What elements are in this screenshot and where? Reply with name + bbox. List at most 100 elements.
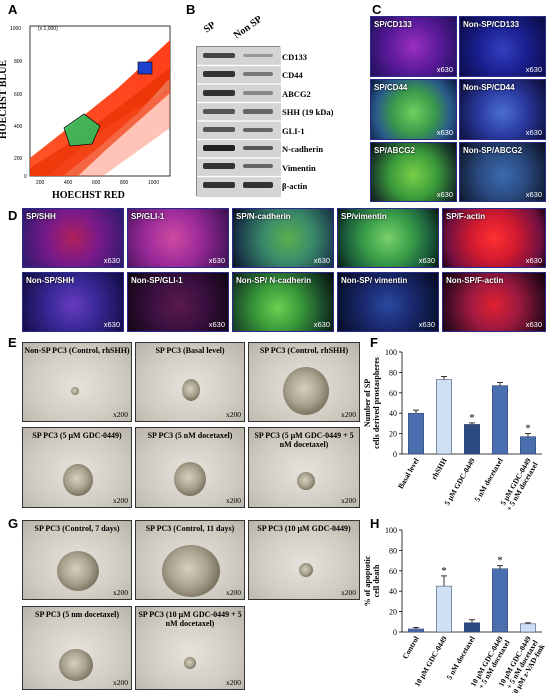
chart-h-bar: [436, 585, 452, 633]
bf-image-g-control7: SP PC3 (Control, 7 days) x200: [22, 520, 132, 600]
if-image-nonsp-abcg2: Non-SP/ABCG2 x630: [459, 142, 546, 202]
chart-h-significance-mark: *: [497, 555, 503, 567]
flow-x-axis-label: HOECHST RED: [52, 190, 125, 201]
magnification-label: x630: [418, 256, 435, 265]
bar-chart-h: 0 20 40 60 80 100 % of apoptoticcell death Cont…: [363, 526, 547, 693]
panel-label-a: A: [8, 2, 18, 17]
chart-h-y-axis-label: % of apoptoticcell death: [363, 555, 381, 606]
if-image-sp-ncadherin: SP/N-cadherin x630: [232, 208, 334, 268]
bf-image-g-combination: SP PC3 (10 μM GDC-0449 + 5 nM docetaxel)…: [135, 606, 245, 690]
image-label: SP PC3 (Control, 7 days): [34, 524, 120, 533]
chart-f-y-tick-label: 40: [389, 409, 397, 418]
image-label: SP/GLI-1: [131, 212, 165, 221]
magnification-label: x630: [436, 128, 453, 137]
chart-h-y-tick-label: 60: [389, 567, 397, 576]
bf-image-sp-gdc: SP PC3 (5 μM GDC-0449) x200: [22, 427, 132, 508]
if-image-sp-abcg2: SP/ABCG2 x630: [370, 142, 457, 202]
image-label: Non-SP/F-actin: [446, 276, 504, 285]
magnification-label: x200: [113, 410, 128, 419]
bf-image-sp-docetaxel: SP PC3 (5 nM docetaxel) x200: [135, 427, 245, 508]
blot-column-sp: SP: [201, 19, 218, 36]
bf-image-sp-control: SP PC3 (Control, rhSHH) x200: [248, 342, 360, 422]
magnification-label: x630: [436, 190, 453, 199]
blot-protein-label: CD44: [282, 70, 303, 80]
magnification-label: x200: [226, 496, 241, 505]
panel-e-grid: Non-SP PC3 (Control, rhSHH) x200 SP PC3 …: [22, 342, 360, 508]
chart-h-y-tick-label: 40: [389, 587, 397, 596]
blot-protein-label: CD133: [282, 52, 308, 62]
if-image-sp-factin: SP/F-actin x630: [442, 208, 546, 268]
panel-c-grid: SP/CD133 x630 Non-SP/CD133 x630 SP/CD44 …: [370, 16, 546, 202]
chart-h-y-tick-label: 20: [389, 608, 397, 617]
chart-f-y-tick-label: 100: [385, 348, 397, 357]
panel-label-g: G: [8, 516, 19, 531]
blot-protein-label: ABCG2: [282, 89, 311, 99]
blot-image: [196, 46, 281, 197]
svg-text:400: 400: [64, 180, 73, 186]
chart-h-bar: [520, 623, 536, 633]
if-image-nonsp-factin: Non-SP/F-actin x630: [442, 272, 546, 332]
chart-f-significance-mark: *: [525, 423, 531, 435]
magnification-label: x200: [113, 496, 128, 505]
bar-chart-f: 0 20 40 60 80 100 Number of SPcells derived pr…: [363, 348, 542, 513]
magnification-label: x200: [341, 496, 356, 505]
image-label: SP PC3 (Basal level): [155, 346, 225, 355]
magnification-label: x630: [525, 190, 542, 199]
flow-cytometry-plot: 1000 800 600 400 200 0 200 400 600 800 1000 (x 1,…: [0, 18, 180, 208]
svg-text:600: 600: [92, 180, 101, 186]
magnification-label: x200: [113, 678, 128, 687]
magnification-label: x630: [525, 128, 542, 137]
blot-bands-svg: [197, 47, 281, 197]
image-label: Non-SP/CD133: [463, 20, 520, 29]
chart-f-significance-mark: *: [469, 412, 475, 424]
if-image-sp-cd44: SP/CD44 x630: [370, 79, 457, 140]
if-image-sp-gli1: SP/GLI-1 x630: [127, 208, 229, 268]
magnification-label: x200: [226, 410, 241, 419]
chart-f-y-tick-label: 20: [389, 430, 397, 439]
western-blot: SP Non SP CD133 CD44 ABCG2 SHH (: [190, 14, 370, 203]
blot-column-nonsp: Non SP: [231, 13, 265, 42]
panel-label-h: H: [370, 516, 380, 531]
image-label: Non-SP/CD44: [463, 83, 515, 92]
bf-image-sp-combination: SP PC3 (5 μM GDC-0449 + 5 nM docetaxel) …: [248, 427, 360, 508]
panel-label-f: F: [370, 335, 378, 350]
chart-h-y-tick-label: 80: [389, 546, 397, 555]
chart-f-x-tick-label: Basal level: [396, 457, 421, 491]
image-label: Non-SP/ABCG2: [463, 146, 523, 155]
image-label: SP PC3 (5 nM docetaxel): [147, 431, 233, 440]
image-label: SP/F-actin: [446, 212, 486, 221]
magnification-label: x200: [341, 588, 356, 597]
image-label: SP/vimentin: [341, 212, 387, 221]
panel-label-b: B: [186, 2, 196, 17]
image-label: Non-SP/GLI-1: [131, 276, 183, 285]
chart-f-bar: [520, 436, 536, 455]
svg-text:200: 200: [36, 180, 45, 186]
chart-f-y-axis-label: Number of SPcells derived prostaspheres: [363, 357, 381, 449]
magnification-label: x630: [103, 256, 120, 265]
magnification-label: x630: [313, 256, 330, 265]
magnification-label: x630: [103, 320, 120, 329]
svg-text:400: 400: [14, 124, 23, 130]
panel-d-grid: SP/SHH x630 SP/GLI-1 x630 SP/N-cadherin …: [22, 208, 546, 332]
if-image-nonsp-cd44: Non-SP/CD44 x630: [459, 79, 546, 140]
bf-image-g-control11: SP PC3 (Control, 11 days) x200: [135, 520, 245, 600]
blot-protein-label: N-cadherin: [282, 144, 324, 154]
image-label: SP/N-cadherin: [236, 212, 291, 221]
svg-text:800: 800: [120, 180, 129, 186]
bf-image-g-docetaxel: SP PC3 (5 nm docetaxel) x200: [22, 606, 132, 690]
image-label: SP/CD44: [374, 83, 408, 92]
blot-protein-label: GLI-1: [282, 126, 305, 136]
image-label: SP/SHH: [26, 212, 56, 221]
chart-f-y-tick-label: 60: [389, 389, 397, 398]
chart-h-bar: [492, 568, 508, 633]
image-label: SP PC3 (5 nm docetaxel): [35, 610, 119, 619]
if-image-sp-cd133: SP/CD133 x630: [370, 16, 457, 77]
chart-h-bar: [464, 622, 480, 633]
bf-image-sp-basal: SP PC3 (Basal level) x200: [135, 342, 245, 422]
chart-h-x-tick-label: 5 nM docetaxel: [445, 635, 477, 682]
magnification-label: x630: [208, 320, 225, 329]
image-label: SP PC3 (10 μM GDC-0449): [257, 524, 351, 533]
svg-text:1000: 1000: [10, 26, 21, 32]
magnification-label: x200: [341, 410, 356, 419]
chart-f-x-tick-label: 5 μM GDC-0449+ 5 nM docetaxel: [497, 456, 539, 512]
